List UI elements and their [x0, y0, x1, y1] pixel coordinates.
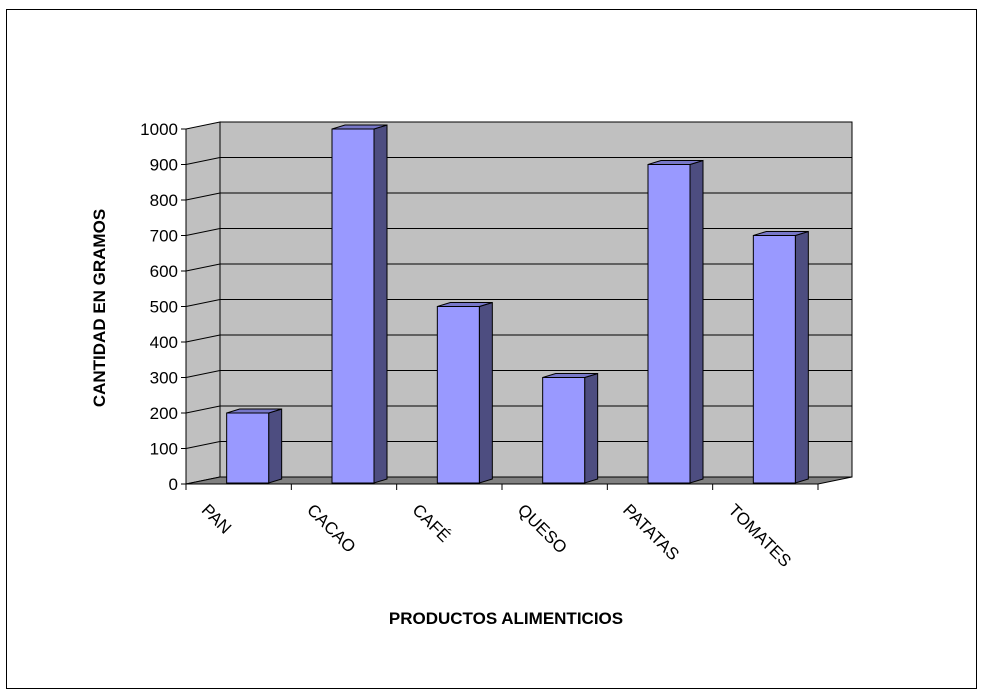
gridline-side	[185, 405, 221, 414]
bar	[436, 301, 493, 484]
bar-front	[647, 164, 691, 484]
bar-side	[478, 301, 493, 484]
bar	[542, 372, 599, 484]
gridline-side	[185, 334, 221, 343]
bar-side	[268, 408, 283, 484]
bar-side	[689, 159, 704, 484]
x-tick-label: QUESO	[514, 500, 571, 557]
bar-side	[794, 230, 809, 484]
y-tick-label: 900	[150, 156, 178, 175]
y-tick-label: 1000	[140, 120, 178, 139]
y-tick-label: 700	[150, 227, 178, 246]
bar	[752, 230, 809, 484]
bar	[331, 124, 388, 484]
chart-back-wall	[185, 121, 853, 485]
gridline-side	[185, 263, 221, 272]
gridline-side	[185, 299, 221, 307]
gridline-side	[185, 228, 221, 236]
bar-front	[752, 235, 796, 484]
gridline-side	[185, 441, 221, 449]
y-tick-label: 500	[150, 298, 178, 317]
y-tick-label: 200	[150, 404, 178, 423]
bar-front	[331, 128, 375, 484]
chart-bars	[226, 124, 809, 484]
chart-gridlines	[185, 157, 852, 449]
y-tick-label: 100	[150, 440, 178, 459]
gridline-side	[185, 370, 221, 378]
y-tick-label: 300	[150, 369, 178, 388]
x-tick-label: CAFÉ	[409, 500, 454, 545]
floor	[185, 476, 853, 485]
x-tick-label: CACAO	[303, 500, 359, 556]
bar-front	[226, 412, 270, 484]
x-tick-label: TOMATES	[725, 500, 795, 570]
bar-side	[373, 124, 388, 484]
bar	[647, 159, 704, 484]
y-axis-ticks: 0 100 200 300 400 500 600 700 800 900 1000	[140, 120, 186, 494]
x-tick-label: PAN	[198, 500, 235, 537]
y-tick-label: 0	[169, 475, 178, 494]
x-tick-label: PATATAS	[619, 500, 683, 564]
y-axis-title: CANTIDAD EN GRAMOS	[90, 209, 109, 407]
y-tick-label: 600	[150, 262, 178, 281]
bar-front	[542, 377, 586, 484]
gridline-side	[185, 157, 221, 165]
x-axis-title: PRODUCTOS ALIMENTICIOS	[389, 609, 623, 628]
x-axis-ticks: PAN CACAO CAFÉ QUESO PATATAS TOMATES	[185, 484, 819, 571]
bar	[226, 408, 283, 484]
y-tick-label: 400	[150, 333, 178, 352]
bar-side	[584, 372, 599, 484]
bar-front	[436, 306, 480, 484]
gridline-side	[185, 192, 221, 201]
y-tick-label: 800	[150, 191, 178, 210]
